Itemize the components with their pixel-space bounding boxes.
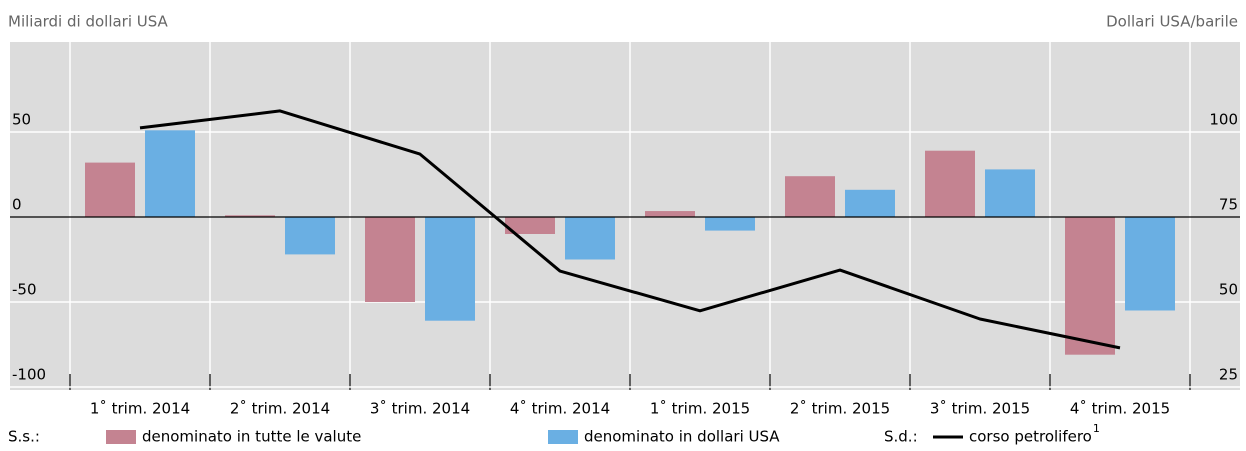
x-tick-label: 2˚ trim. 2015: [790, 400, 890, 418]
y2-tick-label: 25: [1219, 366, 1238, 384]
legend-prefix: S.s.:: [8, 428, 40, 446]
bar: [565, 217, 615, 260]
bar: [225, 215, 275, 217]
y-tick-label: -50: [12, 281, 37, 299]
price-line: [139, 109, 1121, 350]
x-tick-label: 3˚ trim. 2015: [930, 400, 1030, 418]
left-axis-label: Miliardi di dollari USA: [8, 13, 169, 31]
legend-swatch: [548, 430, 578, 444]
grid: -100 -50 0 50 25 50 75 100 1˚ trim. 2014 2˚ trim.…: [10, 42, 1240, 418]
bar: [845, 189, 895, 217]
bar: [1125, 217, 1175, 311]
y2-tick-label: 50: [1219, 281, 1238, 299]
x-tick-label: 4˚ trim. 2014: [510, 400, 610, 418]
y-tick-label: 0: [12, 196, 22, 214]
x-tick-label: 1˚ trim. 2015: [650, 400, 750, 418]
bar: [985, 169, 1035, 217]
bar: [1065, 217, 1115, 355]
y-tick-label: 50: [12, 111, 31, 129]
x-tick-label: 3˚ trim. 2014: [370, 400, 470, 418]
legend-prefix: S.d.:: [884, 428, 918, 446]
right-axis-label: Dollari USA/barile: [1106, 13, 1238, 31]
legend-footnote: 1: [1093, 422, 1100, 435]
y2-tick-label: 100: [1209, 111, 1238, 129]
x-tick-label: 4˚ trim. 2015: [1070, 400, 1170, 418]
marks: [10, 109, 1240, 355]
legend-swatch: [106, 430, 136, 444]
legend-label: corso petrolifero: [969, 428, 1092, 446]
legend-label: denominato in tutte le valute: [142, 428, 361, 446]
x-tick-label: 2˚ trim. 2014: [230, 400, 330, 418]
y-tick-label: -100: [12, 366, 46, 384]
y2-tick-label: 75: [1219, 196, 1238, 214]
bar: [925, 150, 975, 217]
legend-label: denominato in dollari USA: [584, 428, 780, 446]
bar: [85, 162, 135, 217]
bar: [365, 217, 415, 302]
bar: [285, 217, 335, 255]
bar: [645, 211, 695, 217]
bar: [145, 130, 195, 217]
bar: [425, 217, 475, 321]
bar: [785, 176, 835, 217]
x-tick-label: 1˚ trim. 2014: [90, 400, 190, 418]
bar: [705, 217, 755, 231]
bar: [505, 217, 555, 234]
legend: S.s.: S.d.: denominato in tutte le valute d…: [8, 422, 1100, 446]
